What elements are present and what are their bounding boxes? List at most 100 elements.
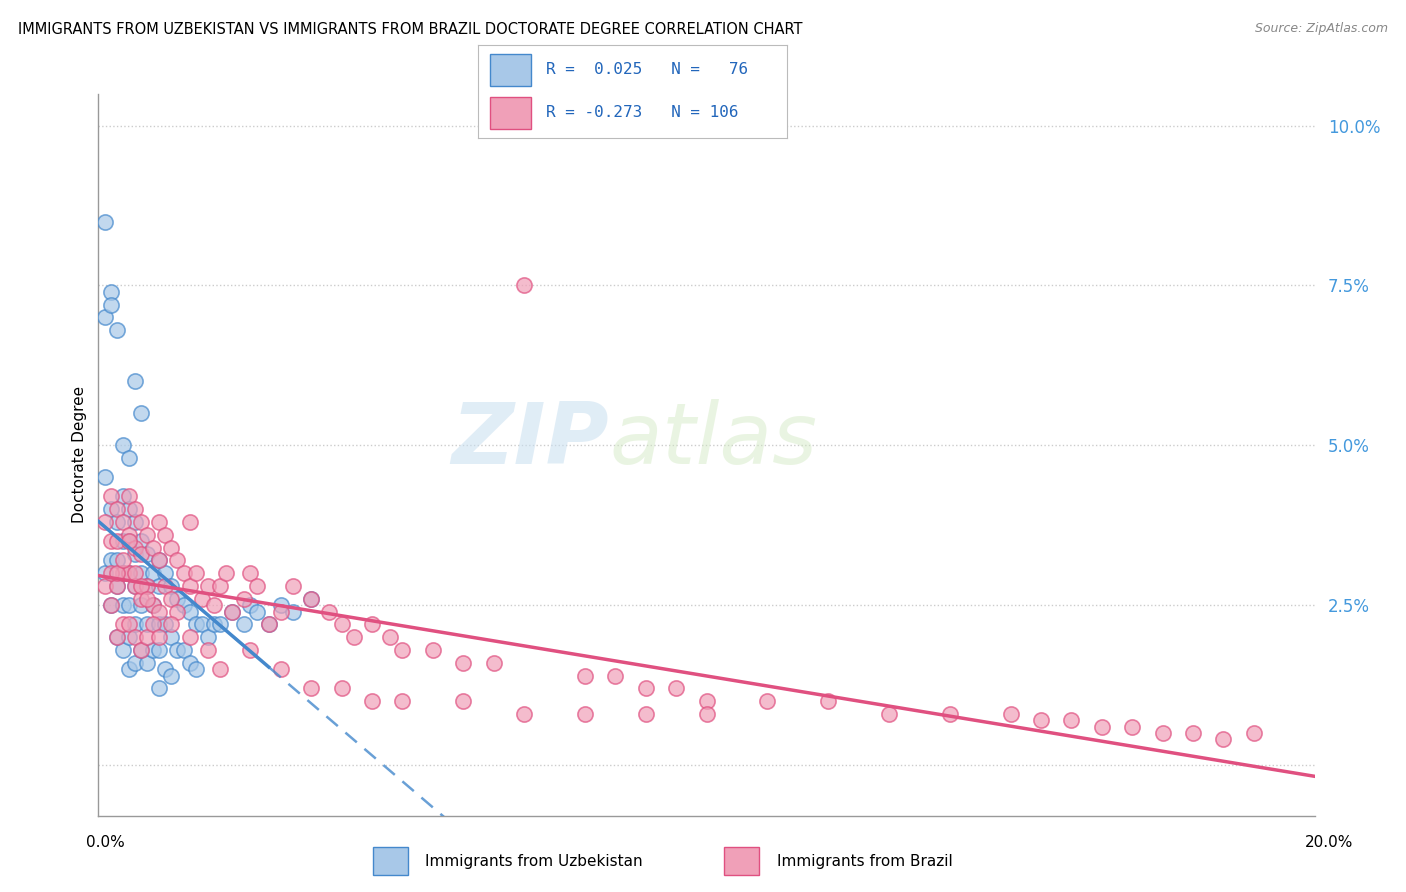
Point <box>129 579 152 593</box>
Point <box>148 630 170 644</box>
Point <box>513 278 536 293</box>
Point <box>160 617 183 632</box>
Point <box>184 566 207 581</box>
Point <box>361 694 384 708</box>
Point <box>160 579 183 593</box>
Point <box>166 643 188 657</box>
Point <box>100 298 122 312</box>
Point <box>166 553 188 567</box>
Point <box>453 656 475 670</box>
Point <box>118 451 141 466</box>
Point <box>148 681 170 696</box>
Point <box>257 617 280 632</box>
Point <box>361 617 384 632</box>
Point <box>330 681 353 696</box>
Point <box>696 694 718 708</box>
Point <box>696 706 718 721</box>
Point <box>111 617 134 632</box>
Point <box>124 579 146 593</box>
Point <box>111 534 134 549</box>
Point <box>756 694 779 708</box>
Point <box>1060 713 1083 727</box>
Point <box>124 547 146 561</box>
Y-axis label: Doctorate Degree: Doctorate Degree <box>72 386 87 524</box>
Point <box>257 617 280 632</box>
Point <box>634 706 657 721</box>
Point <box>118 617 141 632</box>
Point <box>482 656 505 670</box>
Point <box>148 605 170 619</box>
Text: Source: ZipAtlas.com: Source: ZipAtlas.com <box>1254 22 1388 36</box>
Point <box>142 541 165 555</box>
Point <box>817 694 839 708</box>
Point <box>318 605 340 619</box>
Point <box>380 630 402 644</box>
Point <box>111 515 134 529</box>
Point <box>574 668 596 682</box>
Text: Immigrants from Brazil: Immigrants from Brazil <box>778 854 953 869</box>
Point <box>245 579 267 593</box>
Point <box>105 553 128 567</box>
Point <box>184 617 207 632</box>
Point <box>118 490 141 504</box>
Point <box>209 662 232 676</box>
Point <box>93 310 115 325</box>
Point <box>160 541 183 555</box>
Point <box>124 375 146 389</box>
Point <box>100 566 122 581</box>
Point <box>100 490 122 504</box>
Point <box>118 534 141 549</box>
Point <box>118 566 141 581</box>
Point <box>100 534 122 549</box>
Point <box>100 598 122 612</box>
Point <box>209 617 232 632</box>
Point <box>148 553 170 567</box>
Text: R =  0.025   N =   76: R = 0.025 N = 76 <box>546 62 748 78</box>
Point <box>239 643 262 657</box>
Point <box>1243 726 1265 740</box>
Point <box>179 515 201 529</box>
Point <box>136 547 159 561</box>
Point <box>111 553 134 567</box>
Point <box>233 591 256 606</box>
Point <box>155 528 177 542</box>
Point <box>270 605 292 619</box>
Point <box>111 566 134 581</box>
Point <box>136 617 159 632</box>
Point <box>105 515 128 529</box>
Point <box>453 694 475 708</box>
Point <box>281 605 304 619</box>
Point <box>93 214 115 228</box>
Point <box>160 591 183 606</box>
Point <box>129 566 152 581</box>
Point <box>118 534 141 549</box>
Text: R = -0.273   N = 106: R = -0.273 N = 106 <box>546 105 738 120</box>
Point <box>939 706 962 721</box>
Point <box>1182 726 1205 740</box>
Point <box>299 591 322 606</box>
Point <box>124 566 146 581</box>
Point <box>160 668 183 682</box>
Point <box>173 566 195 581</box>
Point <box>245 605 267 619</box>
Point <box>1000 706 1022 721</box>
Point <box>100 598 122 612</box>
Point <box>422 643 444 657</box>
Point <box>155 617 177 632</box>
Point <box>330 617 353 632</box>
Point <box>105 566 128 581</box>
Point <box>179 630 201 644</box>
Point <box>100 502 122 516</box>
Text: atlas: atlas <box>609 399 817 482</box>
Point <box>124 630 146 644</box>
Point <box>391 694 413 708</box>
Point <box>155 579 177 593</box>
Text: ZIP: ZIP <box>451 399 609 482</box>
Point <box>129 406 152 420</box>
Point <box>155 566 177 581</box>
Point <box>634 681 657 696</box>
Point <box>142 598 165 612</box>
Point <box>142 566 165 581</box>
Point <box>179 656 201 670</box>
Point <box>574 706 596 721</box>
